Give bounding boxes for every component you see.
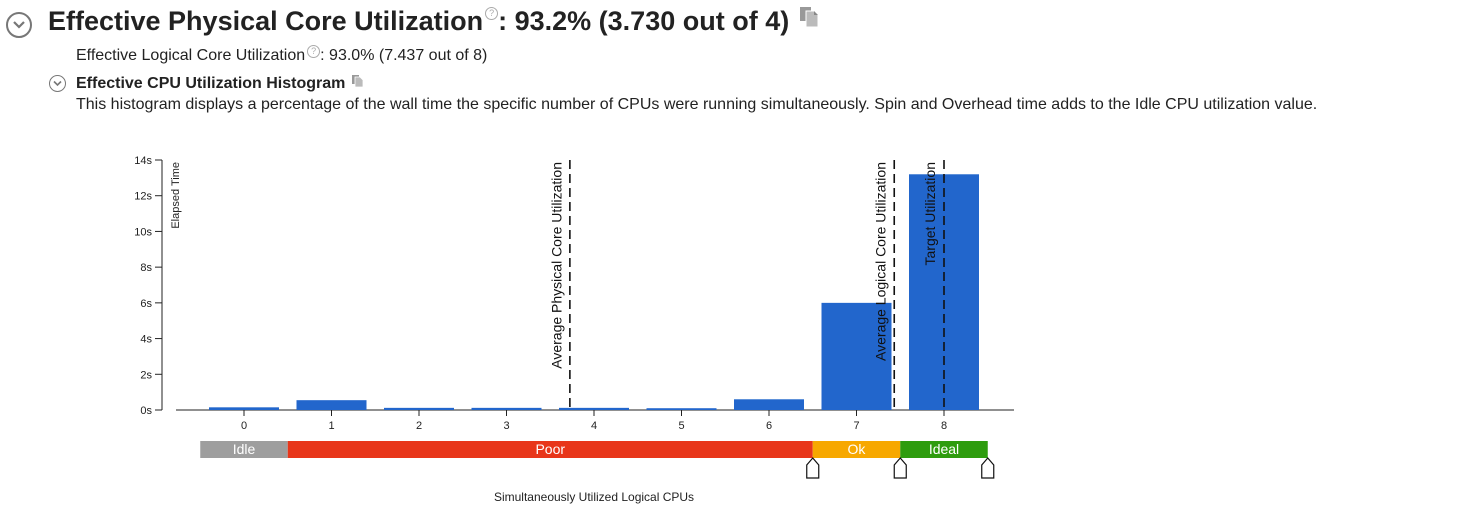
reference-line-label: Average Logical Core Utilization xyxy=(873,162,889,361)
x-tick-label: 1 xyxy=(328,420,334,432)
histogram-bar xyxy=(821,302,892,410)
x-tick-label: 5 xyxy=(678,420,684,432)
collapse-physical-toggle[interactable] xyxy=(6,12,32,38)
y-tick-label: 6s xyxy=(140,298,152,310)
help-icon[interactable]: ? xyxy=(307,45,321,58)
y-tick-label: 2s xyxy=(140,369,152,381)
x-tick-label: 4 xyxy=(591,420,597,432)
x-tick-label: 2 xyxy=(416,420,422,432)
histogram-bar xyxy=(209,407,279,410)
utilization-band xyxy=(812,441,901,458)
y-tick-label: 4s xyxy=(140,334,152,346)
copy-icon[interactable] xyxy=(351,74,364,93)
utilization-band xyxy=(200,441,288,458)
help-icon[interactable]: ? xyxy=(485,7,499,20)
y-tick-label: 8s xyxy=(140,262,152,274)
chevron-down-icon xyxy=(53,80,62,87)
x-axis-label: Simultaneously Utilized Logical CPUs xyxy=(494,490,694,504)
histogram-bar xyxy=(734,399,804,410)
copy-icon[interactable] xyxy=(799,4,819,35)
histogram-bar xyxy=(384,407,454,410)
histogram-description: This histogram displays a percentage of … xyxy=(76,96,1318,113)
x-tick-label: 6 xyxy=(766,420,772,432)
utilization-band-label: Ok xyxy=(848,441,867,457)
utilization-band-label: Poor xyxy=(535,441,565,457)
histogram-bar xyxy=(646,408,717,410)
histogram-bar xyxy=(296,400,367,410)
y-tick-label: 14s xyxy=(134,155,152,167)
histogram-bar xyxy=(559,407,629,410)
x-tick-label: 3 xyxy=(503,420,509,432)
histogram-title: Effective CPU Utilization Histogram xyxy=(76,74,364,93)
page-title: Effective Physical Core Utilization ? : … xyxy=(48,6,819,37)
histogram-bar xyxy=(471,407,542,410)
utilization-band-label: Idle xyxy=(233,441,256,457)
x-tick-label: 8 xyxy=(941,420,947,432)
band-handle[interactable] xyxy=(981,457,995,479)
y-tick-label: 12s xyxy=(134,191,152,203)
x-tick-label: 0 xyxy=(241,420,247,432)
band-handle[interactable] xyxy=(893,457,907,479)
title-value: : 93.2% (3.730 out of 4) xyxy=(498,6,790,36)
logical-label: Effective Logical Core Utilization xyxy=(76,47,306,64)
reference-line-label: Target Utilization xyxy=(922,162,938,266)
utilization-band xyxy=(900,441,988,458)
title-label: Effective Physical Core Utilization xyxy=(48,6,484,36)
y-axis-label: Elapsed Time xyxy=(170,162,182,229)
y-tick-label: 0s xyxy=(140,405,152,417)
histogram-title-text: Effective CPU Utilization Histogram xyxy=(76,74,346,92)
logical-value: : 93.0% (7.437 out of 8) xyxy=(320,47,488,64)
logical-utilization: Effective Logical Core Utilization ? : 9… xyxy=(76,45,488,65)
y-tick-label: 10s xyxy=(134,226,152,238)
x-tick-label: 7 xyxy=(853,420,859,432)
band-handle[interactable] xyxy=(806,457,820,479)
reference-line-label: Average Physical Core Utilization xyxy=(548,162,564,369)
utilization-band-label: Ideal xyxy=(929,441,959,457)
collapse-histogram-toggle[interactable] xyxy=(49,75,66,92)
utilization-band xyxy=(287,441,813,458)
chevron-down-icon xyxy=(13,21,25,29)
